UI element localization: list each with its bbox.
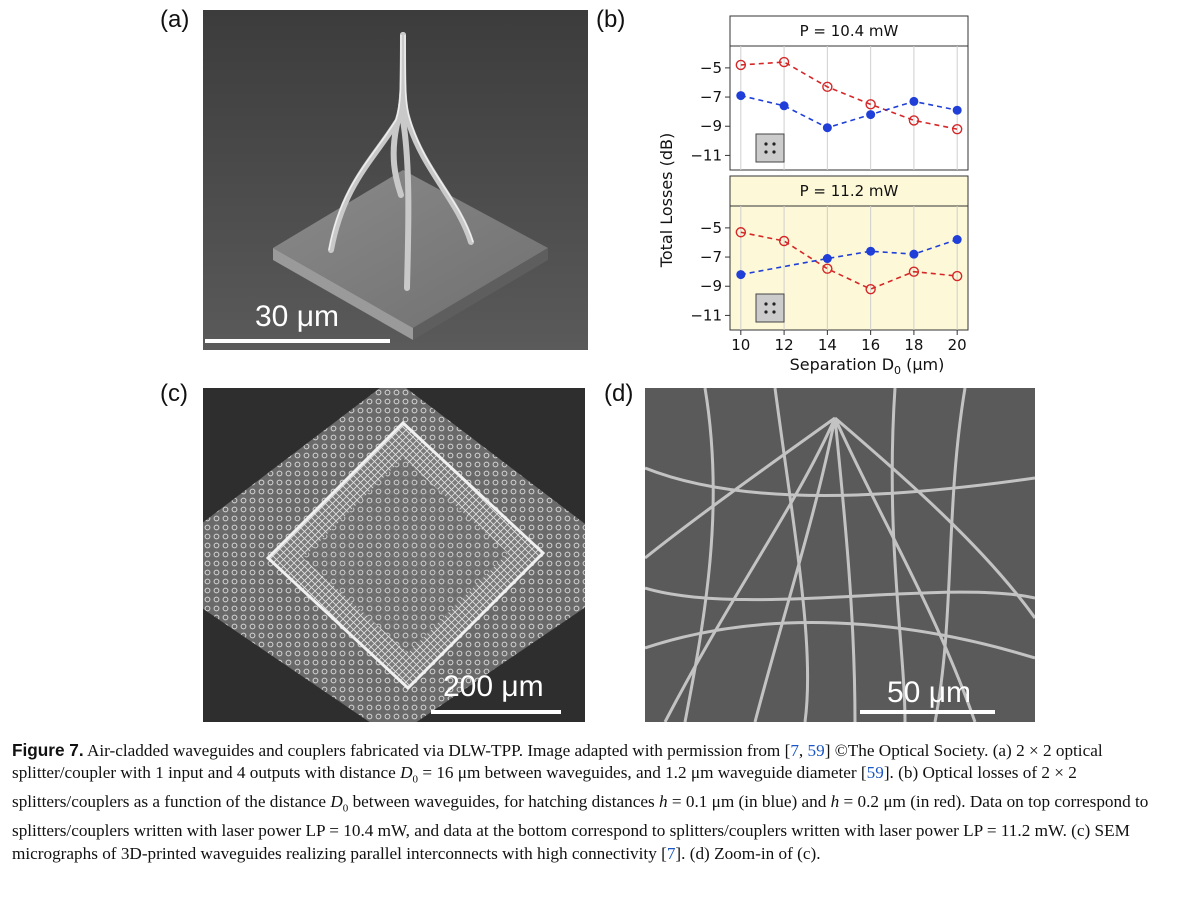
caption-symbol: D xyxy=(330,792,343,812)
data-point xyxy=(865,99,876,110)
subplot-title: P = 11.2 mW xyxy=(800,182,899,200)
series-line xyxy=(740,94,958,129)
x-tick-label: 12 xyxy=(775,336,794,354)
caption-subscript: 0 xyxy=(342,802,349,815)
interconnect-illustration xyxy=(203,388,585,722)
caption-text: = 0.2 μm (in red). Data on top correspon… xyxy=(12,792,1149,863)
x-tick-label: 18 xyxy=(904,336,923,354)
data-point xyxy=(736,91,746,101)
scale-bar-label-c: 200 μm xyxy=(443,670,544,703)
caption-text: Air-cladded waveguides and couplers fabr… xyxy=(83,741,791,760)
data-point xyxy=(735,227,747,238)
four-dot-icon-dot xyxy=(764,310,768,314)
caption-text: = 16 μm between waveguides, and 1.2 μm w… xyxy=(418,763,867,783)
series-line xyxy=(740,231,958,291)
scale-bar-d xyxy=(860,710,995,714)
data-point xyxy=(952,235,962,245)
sem-image-zoom: 50 μm xyxy=(645,388,1035,722)
data-point xyxy=(822,123,832,133)
citation-link[interactable]: 59 xyxy=(807,741,825,760)
four-dot-icon-dot xyxy=(764,302,768,306)
data-point xyxy=(908,115,920,126)
y-tick-label: −5 xyxy=(700,59,722,77)
caption-symbol: D xyxy=(400,763,413,783)
data-point xyxy=(909,96,919,106)
data-point xyxy=(778,235,790,247)
subplot-title: P = 10.4 mW xyxy=(800,22,899,40)
panel-b-label: (b) xyxy=(596,6,626,33)
sem-image-splitter: 30 μm xyxy=(203,10,588,350)
series-line xyxy=(740,238,958,276)
data-point xyxy=(952,105,962,115)
four-dot-icon-dot xyxy=(772,142,776,146)
panel-c-label: (c) xyxy=(160,380,188,407)
scale-bar-label-a: 30 μm xyxy=(255,300,339,333)
y-tick-label: −11 xyxy=(690,306,722,324)
caption-text: , xyxy=(798,741,808,760)
citation-link[interactable]: 7 xyxy=(790,741,799,760)
data-point xyxy=(779,101,789,111)
splitter-illustration xyxy=(203,10,588,350)
caption-text: ]. (b) Optical losses of 2 × 2 splitters… xyxy=(12,763,1077,812)
data-point xyxy=(822,81,833,93)
figure-caption: Figure 7. Air-cladded waveguides and cou… xyxy=(12,739,1188,865)
y-tick-label: −11 xyxy=(690,146,722,164)
scale-bar-a xyxy=(205,339,390,343)
four-dot-icon-dot xyxy=(772,150,776,154)
caption-text: ]. (d) Zoom-in of (c). xyxy=(675,843,821,863)
data-point xyxy=(951,123,963,135)
four-dot-icon xyxy=(755,293,785,323)
data-point xyxy=(822,263,833,274)
y-tick-label: −9 xyxy=(700,117,722,135)
y-axis-label: Total Losses (dB) xyxy=(657,133,676,268)
panel-d-label: (d) xyxy=(604,380,634,407)
data-point xyxy=(736,270,746,280)
data-point xyxy=(865,283,876,295)
data-point xyxy=(866,110,876,120)
caption-text: ] ©The Optical Society. (a) 2 × 2 optica… xyxy=(12,741,1103,783)
data-point xyxy=(909,249,919,259)
scale-bar-label-d: 50 μm xyxy=(887,676,971,709)
four-dot-icon xyxy=(755,133,785,163)
subplot-title-box xyxy=(729,175,969,207)
y-tick-label: −7 xyxy=(700,248,722,266)
citation-link[interactable]: 7 xyxy=(666,843,676,863)
zoom-illustration xyxy=(645,388,1035,722)
caption-symbol: h xyxy=(658,792,668,812)
four-dot-icon-dot xyxy=(772,310,776,314)
x-axis-label: Separation D0 (μm) xyxy=(790,355,945,377)
data-point xyxy=(866,246,876,256)
caption-subscript: 0 xyxy=(412,773,419,786)
x-tick-label: 16 xyxy=(861,336,880,354)
scale-bar-c xyxy=(431,710,561,714)
data-point xyxy=(735,59,747,71)
caption-symbol: h xyxy=(830,792,840,812)
sem-image-interconnect: 200 μm xyxy=(203,388,585,722)
y-tick-label: −9 xyxy=(700,277,722,295)
figure-label: Figure 7. xyxy=(12,740,84,760)
x-tick-label: 20 xyxy=(948,336,967,354)
caption-text: between waveguides, for hatching distanc… xyxy=(348,792,659,812)
losses-chart: P = 10.4 mW −5 −7 −9 −11 P = 11.2 mW −5 −7 −9 −11… xyxy=(657,15,969,377)
data-point xyxy=(908,266,920,277)
series-line xyxy=(740,61,958,130)
y-tick-label: −5 xyxy=(700,219,722,237)
four-dot-icon-dot xyxy=(764,150,768,154)
data-point xyxy=(822,254,832,264)
four-dot-icon-dot xyxy=(772,302,776,306)
x-tick-label: 14 xyxy=(818,336,837,354)
x-tick-label: 10 xyxy=(731,336,750,354)
citation-link[interactable]: 59 xyxy=(866,763,884,783)
data-point xyxy=(778,56,790,68)
panel-a-label: (a) xyxy=(160,6,190,33)
caption-text: = 0.1 μm (in blue) and xyxy=(667,792,831,812)
four-dot-icon-dot xyxy=(764,142,768,146)
data-point xyxy=(951,270,963,282)
y-tick-label: −7 xyxy=(700,88,722,106)
